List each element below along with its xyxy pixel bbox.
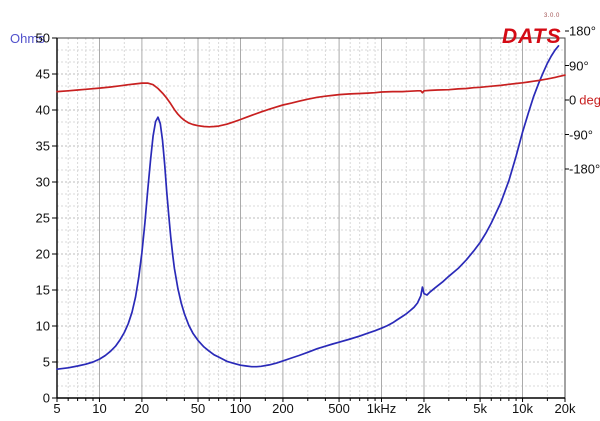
phase-curve xyxy=(56,74,566,128)
x-axis-tick-label: 2k xyxy=(417,401,431,416)
x-axis-tick-label: 100 xyxy=(229,401,252,416)
y-axis-tick-label: 0 xyxy=(42,390,50,406)
dats-version-label: 3.0.0 xyxy=(544,13,560,19)
y-axis-tick-label: 35 xyxy=(35,138,50,154)
phase-axis-tick-label: -90° xyxy=(569,127,593,142)
x-axis-tick-label: 20 xyxy=(134,401,150,416)
y-axis-tick-label: 45 xyxy=(35,66,50,82)
y-axis-tick-label: 15 xyxy=(35,282,50,298)
phase-zero-value: 0 xyxy=(569,92,577,108)
y-axis-tick-label: 10 xyxy=(35,318,50,334)
impedance-curve xyxy=(56,45,560,371)
y-axis-tick-label: 40 xyxy=(35,102,50,118)
x-axis-tick-label: 20k xyxy=(554,401,576,416)
y-axis-tick-label: 50 xyxy=(35,30,50,46)
x-axis-tick-label: 5k xyxy=(473,401,487,416)
x-axis-tick-label: 1kHz xyxy=(366,401,397,416)
x-axis-tick-label: 50 xyxy=(190,401,206,416)
y-axis-tick-label: 30 xyxy=(35,174,50,190)
dats-logo: DATS xyxy=(502,25,562,48)
x-axis-tick-label: 10k xyxy=(512,401,534,416)
phase-zero-unit: deg xyxy=(579,92,600,108)
x-axis-tick-label: 500 xyxy=(328,401,350,416)
y-axis-tick-label: 5 xyxy=(42,354,50,370)
ohms-axis-label: Ohms xyxy=(10,31,45,46)
phase-axis-tick-label: -180° xyxy=(569,161,600,177)
phase-axis-tick-label: 180° xyxy=(569,23,596,39)
phase-axis-tick-label: 90° xyxy=(569,58,589,73)
x-axis-tick-label: 5 xyxy=(53,401,61,416)
phase-zero-label: 0 deg xyxy=(569,93,600,108)
x-axis-tick-label: 10 xyxy=(92,401,107,416)
y-axis-tick-label: 20 xyxy=(35,246,50,262)
y-axis-tick-label: 25 xyxy=(35,210,50,226)
x-axis-tick-label: 200 xyxy=(272,401,294,416)
